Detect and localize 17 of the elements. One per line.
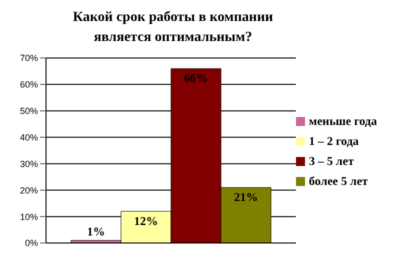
y-tick-label: 0% (24, 238, 38, 248)
data-label: 21% (234, 190, 258, 204)
y-tick-label: 20% (20, 185, 38, 196)
y-tick-label: 40% (20, 132, 38, 142)
legend-label: более 5 лет (308, 174, 368, 188)
y-tick-label: 50% (20, 106, 38, 116)
legend-label: 1 – 2 года (308, 134, 359, 148)
y-tick-label: 10% (20, 212, 38, 222)
legend-label: меньше года (308, 114, 377, 128)
data-label: 1% (86, 224, 105, 238)
chart-title: Какой срок работы в компании является оптимальным? (72, 9, 274, 47)
data-label: 66% (184, 71, 208, 86)
legend-label: 3 – 5 лет (308, 154, 354, 168)
y-tick-label: 60% (20, 80, 38, 90)
y-tick-label: 30% (20, 158, 38, 169)
y-tick-label: 70% (20, 53, 38, 64)
data-label: 12% (134, 214, 158, 228)
